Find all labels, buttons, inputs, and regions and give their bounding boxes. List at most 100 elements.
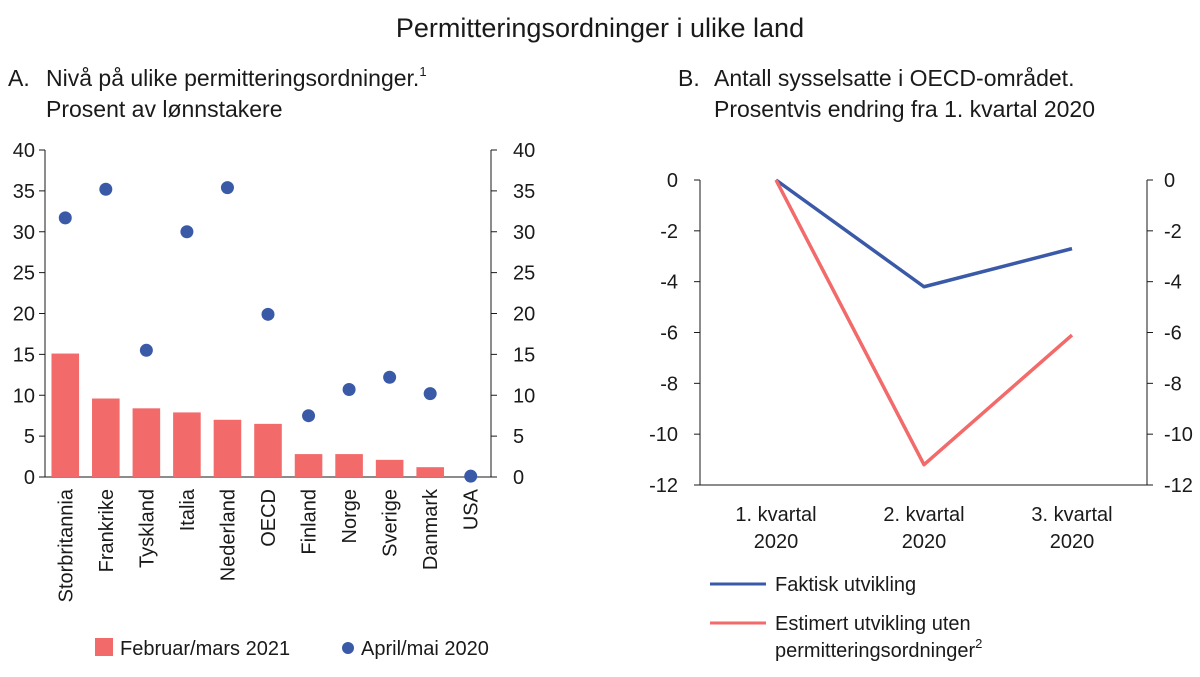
panel-b-left-tick-label: -6	[660, 323, 678, 345]
legend-point-swatch	[342, 642, 354, 654]
panel-a: A. Nivå på ulike permitteringsordninger.…	[8, 64, 535, 660]
panel-b-left-tick-label: 0	[667, 170, 678, 192]
panel-a-right-tick-label: 30	[513, 222, 535, 244]
panel-b-right-tick-label: -12	[1164, 475, 1193, 497]
data-point	[58, 211, 72, 225]
x-tick-label-line1: 1. kvartal	[735, 504, 816, 526]
panel-a-left-tick-label: 35	[13, 181, 35, 203]
panel-b-letter: B.	[678, 65, 700, 91]
category-label: USA	[461, 488, 483, 530]
category-label: Italia	[177, 488, 199, 531]
panel-b-right-tick-label: 0	[1164, 170, 1175, 192]
panel-a-category-labels: Storbritannia Frankrike Tyskland Italia Nede…	[55, 488, 482, 602]
panel-b-title-line2: Prosentvis endring fra 1. kvartal 2020	[714, 96, 1095, 122]
data-point	[180, 225, 194, 239]
panel-a-title-line2: Prosent av lønnstakere	[46, 96, 283, 122]
bar	[335, 454, 363, 477]
panel-b-left-tick-label: -10	[649, 424, 678, 446]
legend-bar-label: Februar/mars 2021	[120, 638, 290, 660]
panel-a-right-tick-label: 25	[513, 263, 535, 285]
panel-a-right-tick-label: 40	[513, 140, 535, 162]
panel-b-x-labels: 1. kvartal 2020 2. kvartal 2020 3. kvartal 20…	[735, 504, 1112, 553]
panel-a-title-footnote: 1	[419, 64, 426, 79]
data-point	[99, 182, 113, 196]
panel-a-right-tick-label: 15	[513, 344, 535, 366]
panel-a-left-tick-label: 25	[13, 263, 35, 285]
category-label: OECD	[258, 489, 280, 547]
bar	[92, 398, 120, 477]
data-point	[261, 307, 275, 321]
panel-b: B. Antall sysselsatte i OECD-området. Pr…	[649, 65, 1193, 662]
legend-line-estimated-label-line1: Estimert utvikling uten	[775, 613, 971, 635]
category-label: Tyskland	[136, 489, 158, 568]
panel-b-left-tick-label: -4	[660, 272, 678, 294]
data-point	[464, 469, 478, 483]
panel-a-title-text: Nivå på ulike permitteringsordninger.	[46, 65, 419, 91]
panel-b-right-tick-label: -4	[1164, 272, 1182, 294]
panel-a-left-tick-label: 40	[13, 140, 35, 162]
panel-a-right-tick-label: 35	[513, 181, 535, 203]
series-line-actual	[774, 178, 1073, 289]
panel-b-left-tick-label: -12	[649, 475, 678, 497]
x-tick-label-line1: 2. kvartal	[883, 504, 964, 526]
category-label: Norge	[339, 489, 361, 543]
panel-a-left-tick-label: 30	[13, 222, 35, 244]
panel-a-left-tick-label: 5	[24, 426, 35, 448]
category-label: Frankrike	[96, 489, 118, 572]
panel-a-right-tick-label: 10	[513, 385, 535, 407]
category-label: Nederland	[217, 489, 239, 581]
category-label: Sverige	[380, 489, 402, 557]
panel-a-right-tick-label: 0	[513, 467, 524, 489]
panel-b-right-tick-label: -10	[1164, 424, 1193, 446]
panel-a-left-tick-label: 10	[13, 385, 35, 407]
legend-line-estimated-footnote: 2	[975, 636, 982, 651]
panel-a-title-line1: Nivå på ulike permitteringsordninger.1	[46, 64, 427, 91]
bar	[173, 412, 201, 477]
legend-bar-swatch	[95, 638, 113, 656]
series-line-estimated	[774, 179, 1074, 467]
category-label: Danmark	[420, 488, 442, 570]
x-tick-label-line2: 2020	[754, 531, 799, 553]
panel-a-left-tick-label: 0	[24, 467, 35, 489]
panel-a-left-tick-label: 15	[13, 344, 35, 366]
panel-a-right-tick-label: 20	[513, 304, 535, 326]
panel-b-left-tick-label: -2	[660, 221, 678, 243]
bar	[375, 459, 404, 477]
x-tick-label-line2: 2020	[1050, 531, 1095, 553]
panel-b-right-tick-label: -8	[1164, 373, 1182, 395]
category-label: Finland	[299, 489, 321, 555]
data-point	[383, 370, 397, 384]
legend-point-label: April/mai 2020	[361, 638, 489, 660]
panel-b-right-tick-label: -2	[1164, 221, 1182, 243]
panel-b-right-tick-label: -6	[1164, 323, 1182, 345]
data-point	[342, 383, 356, 397]
panel-a-ticks: 40 40 35 35 30 30 25 25 20 20 15 15 10 10 5 5 0 0	[13, 140, 536, 489]
legend-line-actual-label: Faktisk utvikling	[775, 574, 916, 596]
panel-a-points	[58, 181, 478, 483]
data-point	[220, 181, 234, 195]
x-tick-label-line2: 2020	[902, 531, 947, 553]
panel-a-letter: A.	[8, 65, 30, 91]
bar	[51, 353, 80, 477]
figure-title: Permitteringsordninger i ulike land	[396, 13, 804, 43]
bar	[416, 467, 444, 477]
panel-a-left-tick-label: 20	[13, 304, 35, 326]
bar	[254, 423, 282, 477]
data-point	[302, 409, 316, 423]
data-point	[139, 343, 153, 357]
panel-a-right-tick-label: 5	[513, 426, 524, 448]
panel-b-lines	[774, 178, 1074, 467]
legend-line-estimated-label-text: permitteringsordninger	[775, 640, 975, 662]
bar	[213, 419, 242, 477]
panel-b-ticks: 0 0 -2 -2 -4 -4 -6 -6 -8 -8 -10 -10 -12 -12	[649, 170, 1193, 497]
data-point	[423, 387, 437, 401]
panel-b-title-line1: Antall sysselsatte i OECD-området.	[714, 65, 1074, 91]
legend-line-estimated-label-line2: permitteringsordninger2	[775, 636, 982, 662]
panel-b-left-tick-label: -8	[660, 373, 678, 395]
x-tick-label-line1: 3. kvartal	[1031, 504, 1112, 526]
bar	[294, 454, 323, 477]
panel-a-bars	[51, 353, 444, 477]
category-label: Storbritannia	[55, 488, 77, 602]
bar	[132, 408, 161, 477]
